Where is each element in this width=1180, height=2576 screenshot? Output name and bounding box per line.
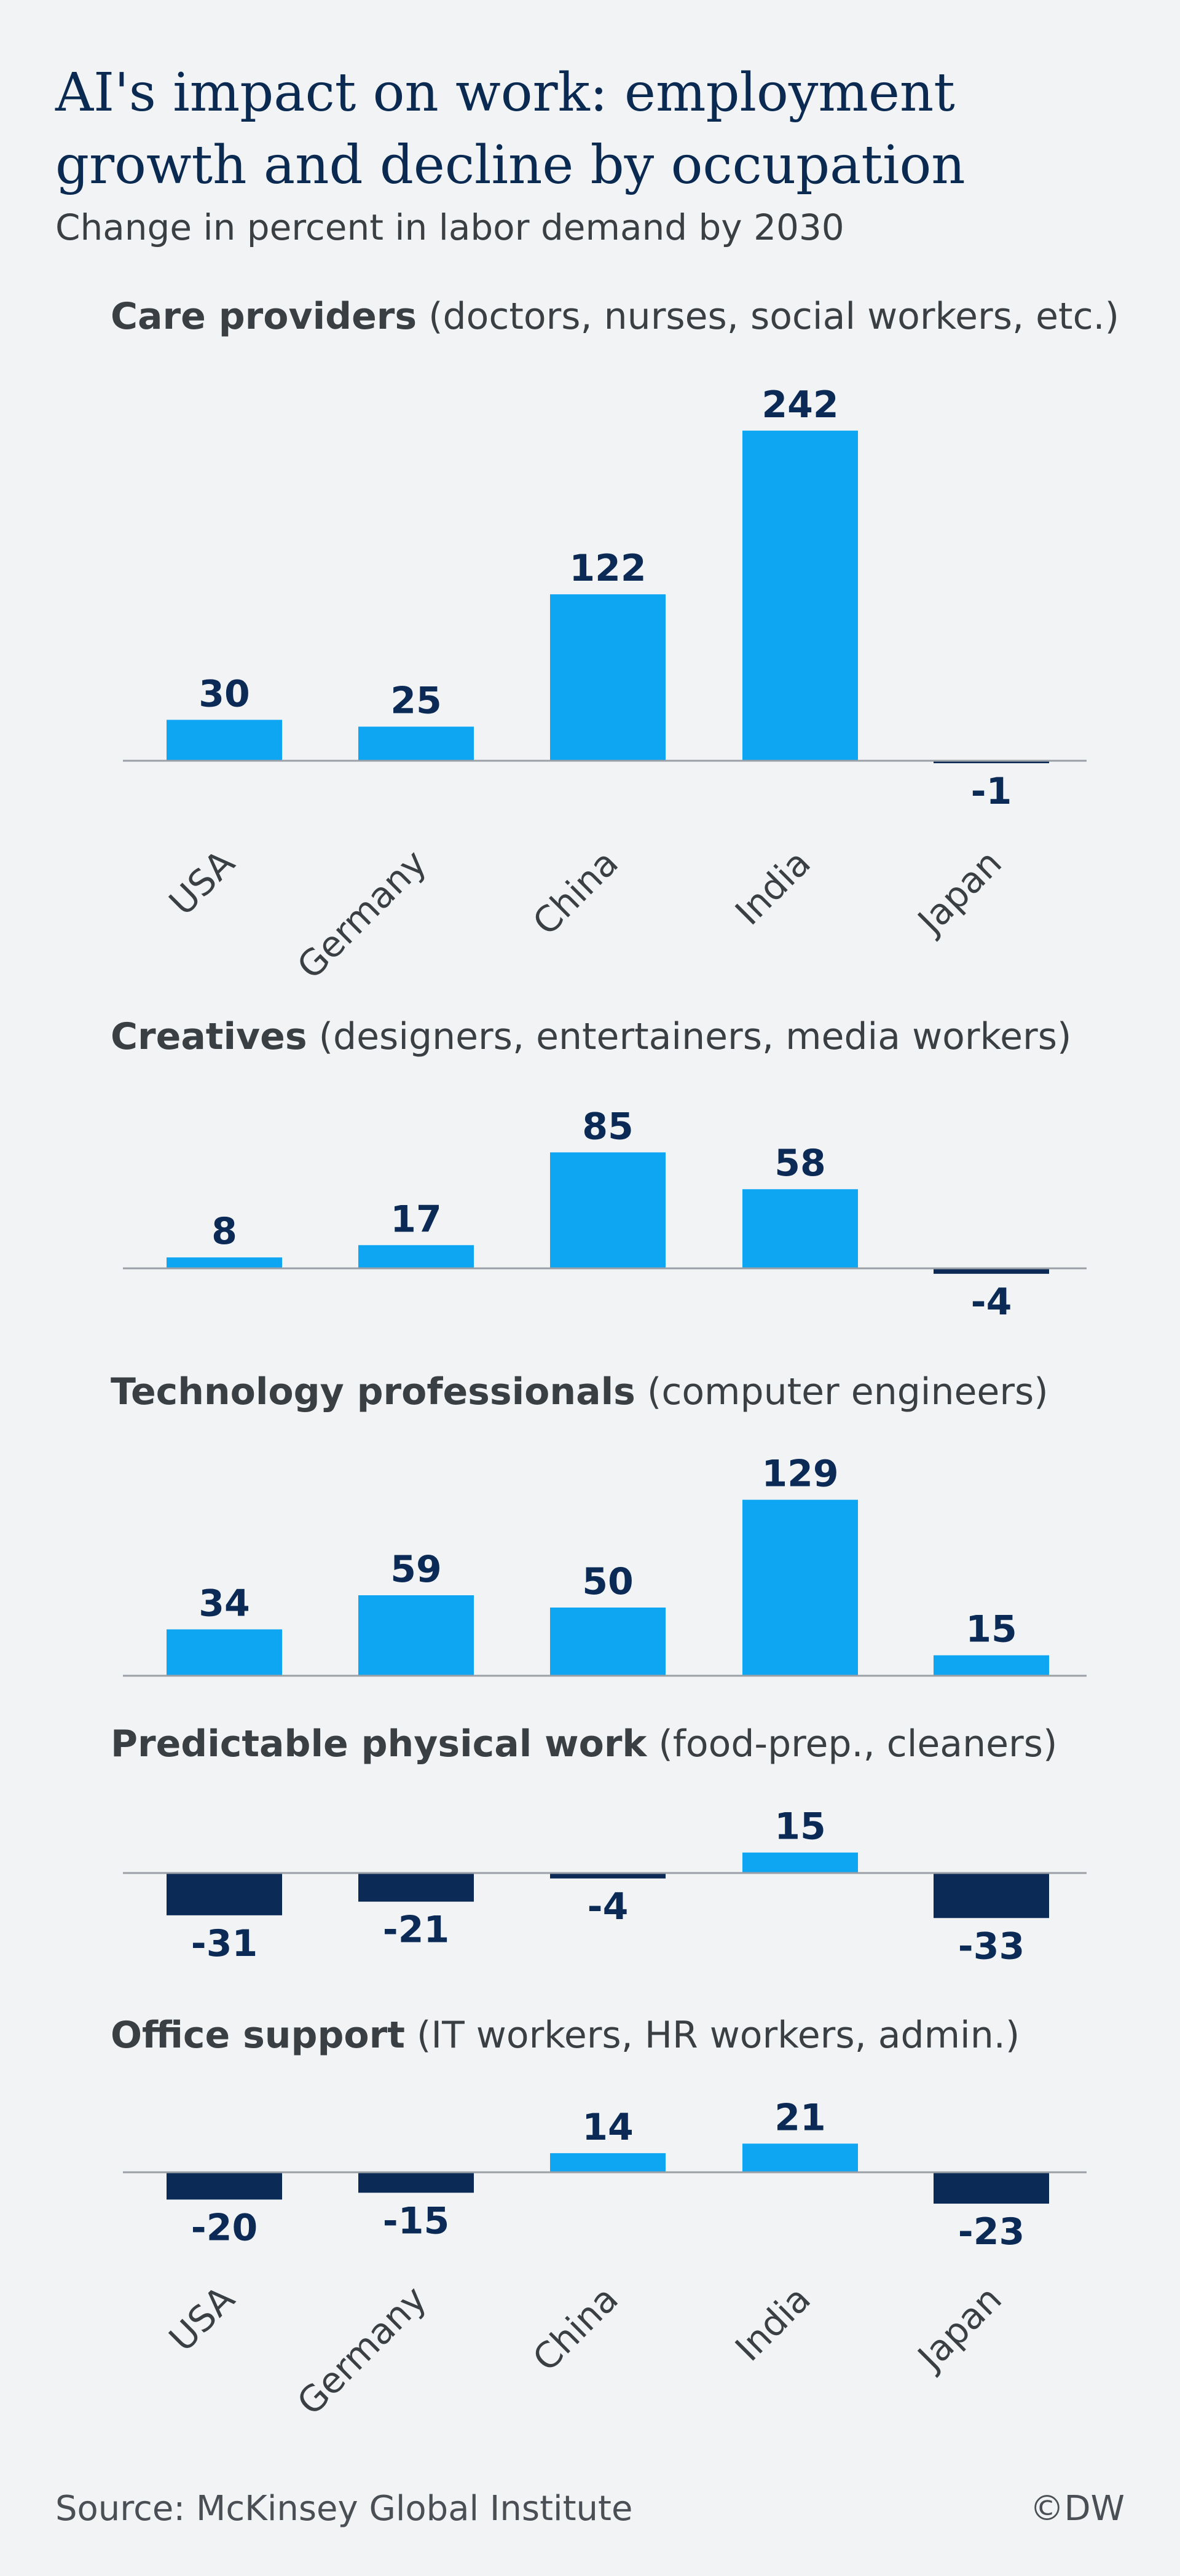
- data-label: 25: [390, 680, 442, 723]
- bar-india: [742, 1189, 858, 1268]
- data-label: 21: [774, 2096, 826, 2139]
- panel-title-detail: (doctors, nurses, social workers, etc.): [417, 295, 1120, 338]
- panel-title-detail: (designers, entertainers, media workers): [307, 1015, 1072, 1058]
- data-label: -1: [971, 770, 1012, 813]
- data-label: 58: [774, 1142, 826, 1185]
- data-label: -20: [191, 2206, 258, 2249]
- data-label: -4: [971, 1281, 1012, 1324]
- bar-germany: [358, 1595, 474, 1676]
- panel-title-detail: (food-prep., cleaners): [647, 1722, 1058, 1765]
- panel-title-office: Office support (IT workers, HR workers, …: [111, 2014, 1020, 2057]
- source-note: Source: McKinsey Global Institute: [55, 2489, 633, 2529]
- x-tick-label: USA: [161, 2278, 243, 2360]
- data-label: 59: [390, 1548, 442, 1591]
- bar-china: [550, 1152, 666, 1268]
- panel-care: 30 25 122 242 -1 USA Germany China India Japan: [123, 383, 1087, 988]
- panel-office: -20 -15 14 21 -23 USA Germany China India Japan: [123, 2096, 1087, 2423]
- x-tick-label: China: [525, 842, 626, 943]
- panel-title-detail: (IT workers, HR workers, admin.): [404, 2014, 1020, 2057]
- bar-india: [742, 2143, 858, 2172]
- data-label: -4: [588, 1885, 629, 1928]
- panel-creatives: 8 17 85 58 -4: [123, 1105, 1087, 1324]
- panel-title-bold: Technology professionals: [111, 1370, 635, 1413]
- panel-title-detail: (computer engineers): [635, 1370, 1048, 1413]
- bar-japan: [934, 1655, 1049, 1676]
- data-label: 17: [390, 1198, 442, 1241]
- data-label: 85: [582, 1105, 634, 1148]
- bar-germany: [358, 2172, 474, 2193]
- x-tick-label: USA: [161, 842, 243, 924]
- data-label: 122: [569, 547, 646, 590]
- data-label: -23: [958, 2210, 1025, 2253]
- x-tick-label: Japan: [908, 2278, 1010, 2379]
- panel-title-physical: Predictable physical work (food-prep., c…: [111, 1722, 1057, 1765]
- chart-subtitle: Change in percent in labor demand by 203…: [55, 206, 844, 248]
- bar-germany: [358, 726, 474, 761]
- panel-title-creatives: Creatives (designers, entertainers, medi…: [111, 1015, 1071, 1058]
- data-label: 50: [582, 1560, 634, 1603]
- bar-germany: [358, 1873, 474, 1902]
- bar-japan: [934, 2172, 1049, 2204]
- data-label: 8: [211, 1210, 237, 1253]
- bar-usa: [167, 720, 282, 761]
- panel-technology: 34 59 50 129 15: [123, 1453, 1087, 1677]
- data-label: -31: [191, 1922, 258, 1965]
- bar-china: [550, 1608, 666, 1676]
- bar-usa: [167, 1257, 282, 1268]
- bar-india: [742, 1852, 858, 1873]
- bar-japan: [934, 761, 1049, 763]
- data-label: 14: [582, 2106, 634, 2149]
- bar-usa: [167, 1629, 282, 1676]
- data-label: -21: [383, 1909, 449, 1952]
- data-label: 34: [199, 1582, 250, 1625]
- bar-japan: [934, 1268, 1049, 1274]
- bar-china: [550, 594, 666, 761]
- panel-title-care: Care providers (doctors, nurses, social …: [111, 295, 1119, 338]
- x-tick-label: India: [727, 2278, 819, 2370]
- x-tick-label: India: [727, 842, 819, 933]
- panel-physical: -31 -21 -4 15 -33: [123, 1805, 1087, 1968]
- bar-china: [550, 1873, 666, 1879]
- bar-japan: [934, 1873, 1049, 1918]
- data-label: 242: [761, 383, 838, 426]
- data-label: 15: [774, 1805, 826, 1848]
- panel-title-bold: Office support: [111, 2014, 405, 2057]
- data-label: 15: [966, 1608, 1017, 1651]
- data-label: -15: [383, 2199, 449, 2242]
- data-label: -33: [958, 1925, 1025, 1968]
- x-tick-label: Germany: [289, 2278, 435, 2424]
- chart-title: AI's impact on work: employment growth a…: [55, 62, 966, 196]
- x-tick-label: Germany: [289, 842, 435, 988]
- bar-china: [550, 2153, 666, 2172]
- bar-india: [742, 430, 858, 761]
- panel-title-bold: Predictable physical work: [111, 1722, 647, 1765]
- bar-usa: [167, 2172, 282, 2200]
- panel-title-bold: Care providers: [111, 295, 417, 338]
- x-tick-label: China: [525, 2278, 626, 2379]
- panel-title-bold: Creatives: [111, 1015, 307, 1058]
- data-label: 30: [199, 672, 250, 715]
- bar-india: [742, 1499, 858, 1676]
- x-tick-label: Japan: [908, 842, 1010, 943]
- panel-title-technology: Technology professionals (computer engin…: [111, 1370, 1048, 1413]
- data-label: 129: [761, 1453, 838, 1496]
- bar-germany: [358, 1245, 474, 1268]
- credit-label: ©DW: [1029, 2489, 1125, 2529]
- bar-usa: [167, 1873, 282, 1915]
